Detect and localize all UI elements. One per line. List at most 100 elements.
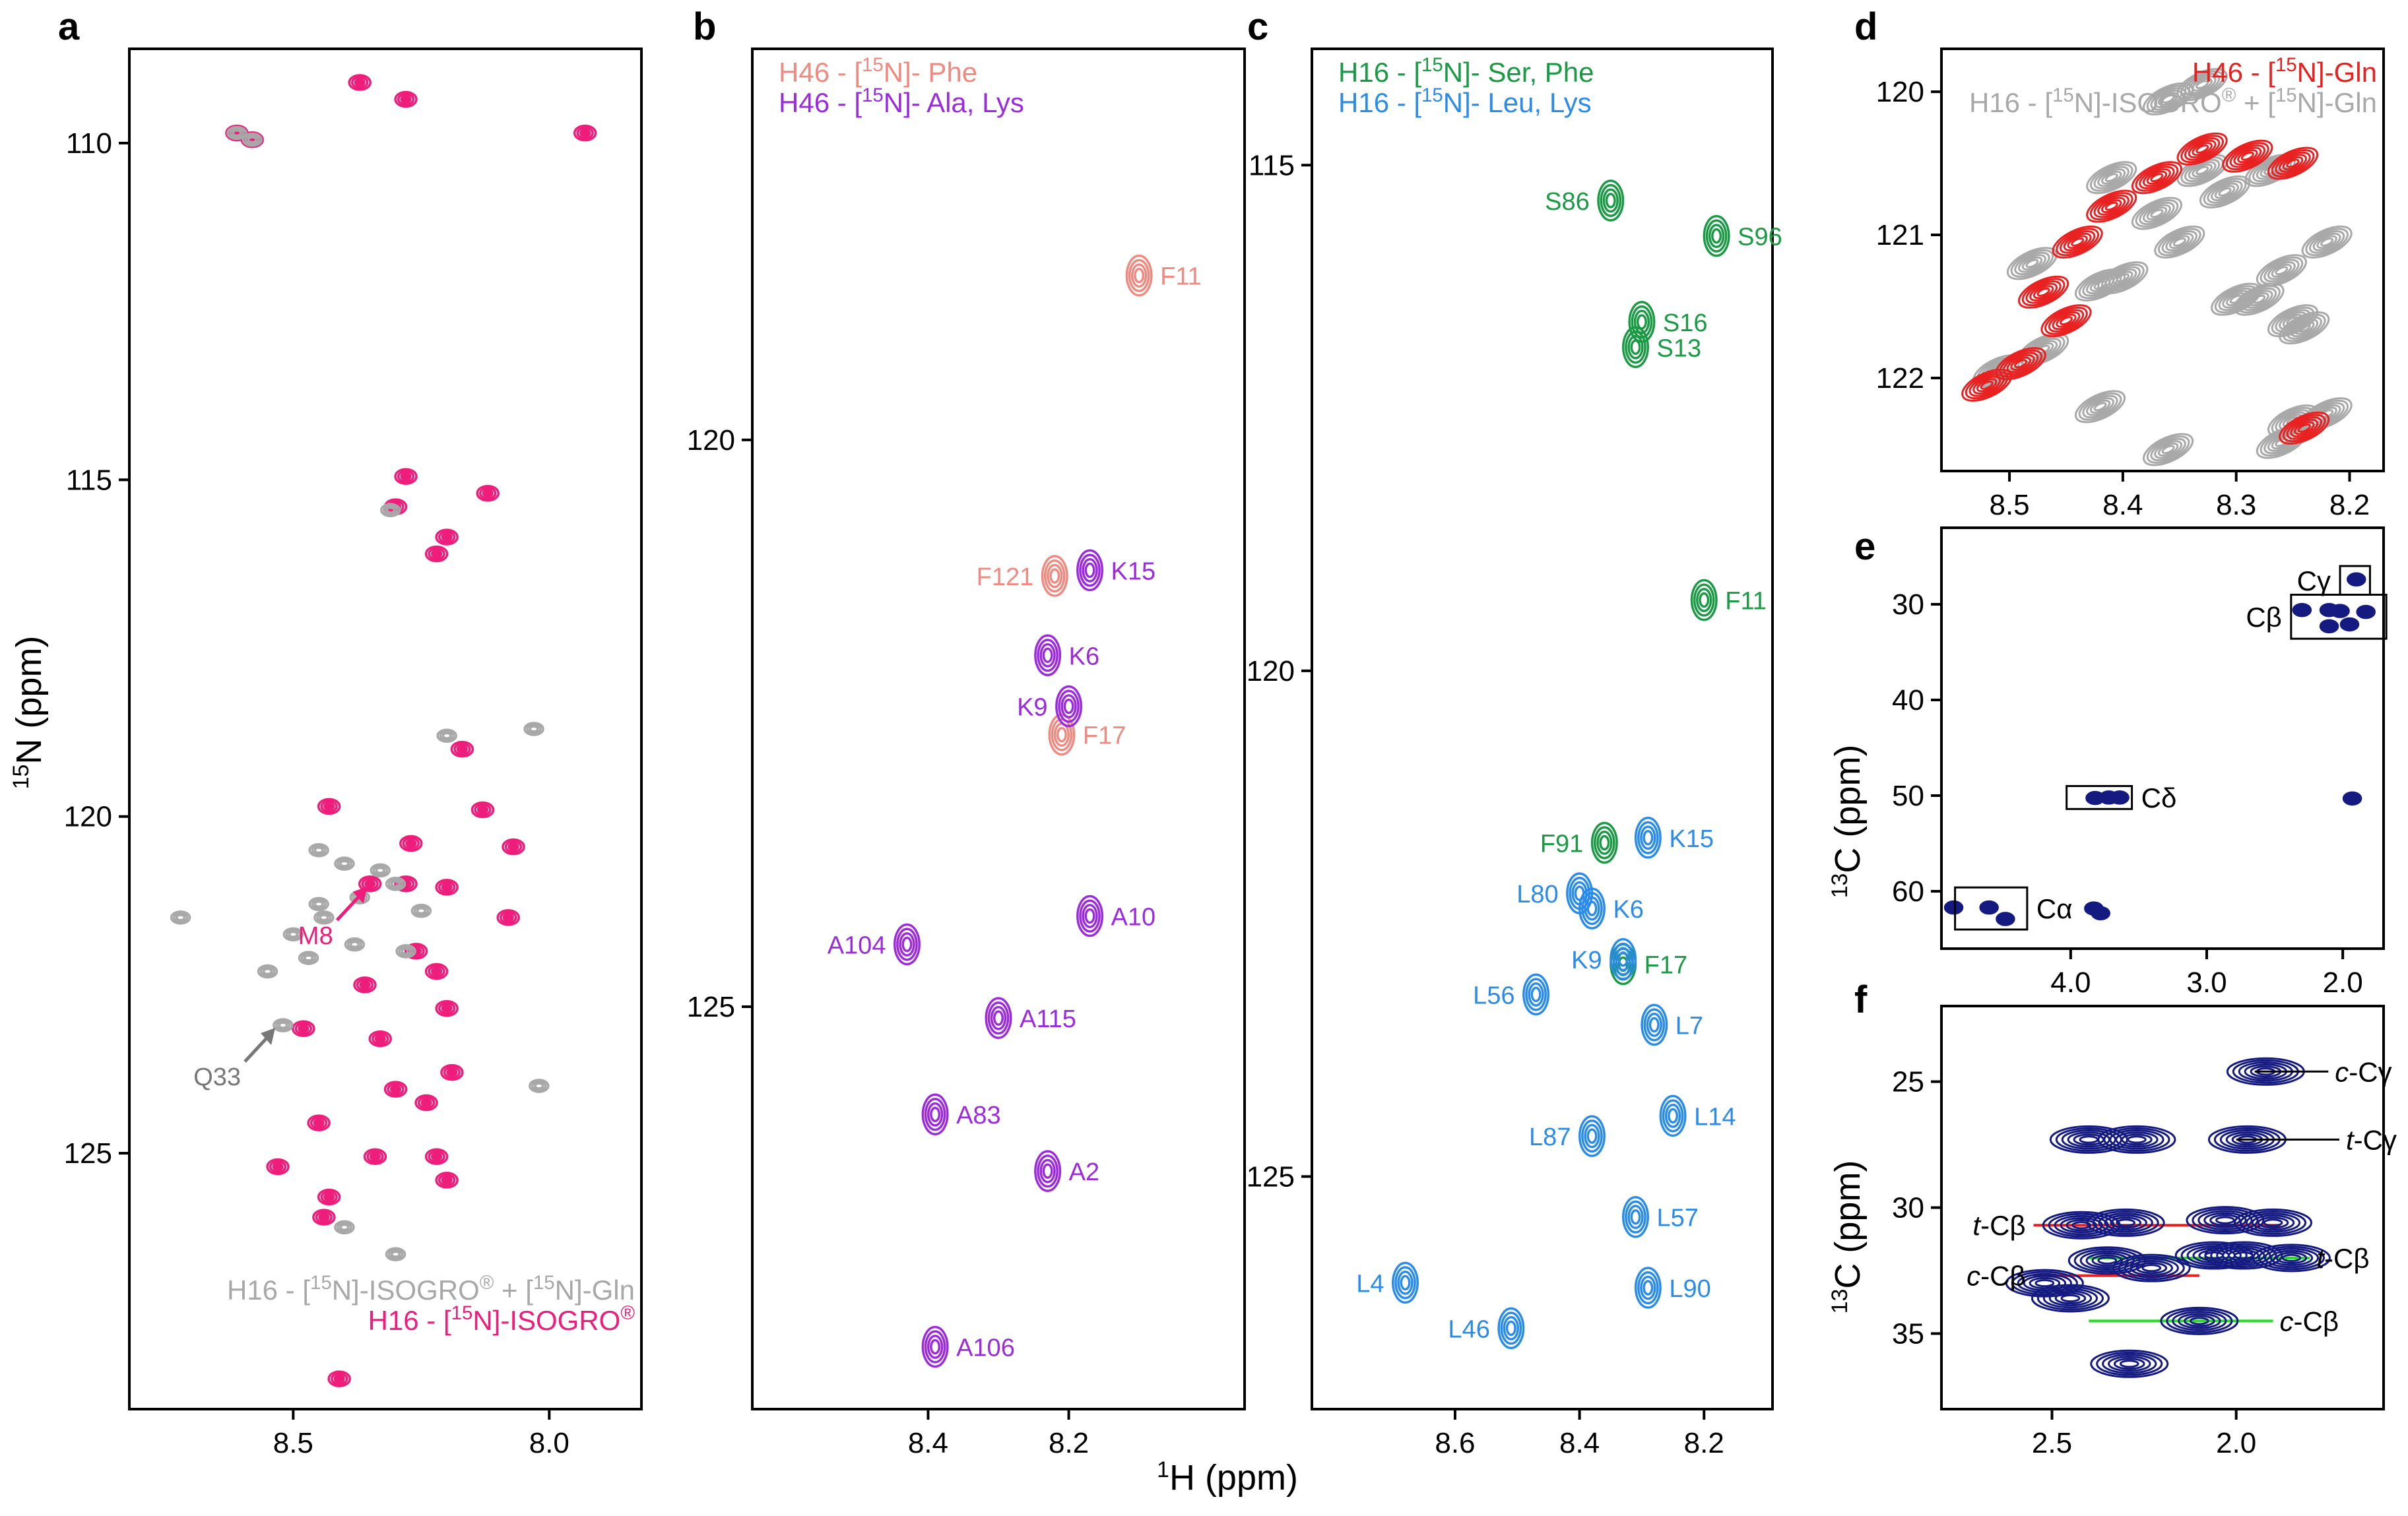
peak [1995,347,2046,381]
peak-contour [2063,232,2092,252]
peak-contour [394,468,418,485]
peak-contour [2245,1213,2301,1233]
peak-contour [1621,1195,1649,1238]
panel-c-xtick-label: 8.6 [1435,1427,1475,1459]
panel-b-xtick-label: 8.2 [1049,1427,1089,1459]
peak-contour [339,1223,350,1231]
peak-contour [2098,1213,2153,1233]
peak-label: L90 [1669,1275,1710,1303]
peak-contour [2010,356,2032,371]
peak-contour [2146,84,2190,113]
peak-contour [1634,817,1662,859]
peak-contour [450,740,474,758]
peak-label: L56 [1473,982,1514,1009]
peak-contour [2203,177,2247,206]
annotation-label: Q33 [193,1063,241,1091]
peak [394,468,418,485]
peak-contour [288,930,299,938]
peak-contour [317,1188,341,1206]
peak [1621,1195,1649,1238]
peak-contour [390,1250,401,1258]
panel-d-xtick-label: 8.3 [2216,489,2256,521]
peak-contour [2172,237,2186,247]
peak-label: K15 [1669,825,1714,853]
peak [292,1020,315,1038]
assignment-label: c-Cγ [2335,1056,2392,1087]
peak-contour [2184,137,2221,161]
peak-contour [1976,378,1998,393]
panel-a-ytick-label: 125 [64,1137,112,1170]
peak-label: F121 [977,563,1034,591]
peak-contour [438,1174,456,1187]
peak-contour [1612,942,1634,976]
peak-contour [416,907,427,915]
peak-contour [242,133,263,147]
panel-e-ytick-label: 50 [1892,780,1924,812]
peak-contour [2067,1131,2111,1148]
peak [242,133,263,147]
peak-contour [1400,1275,1411,1291]
peak-contour [1397,1270,1414,1295]
panel-letter-c: c [1247,5,1268,48]
peak-contour [2060,1216,2103,1234]
peak-contour [2104,173,2118,183]
peak [2234,1208,2312,1237]
peak-contour [308,897,329,912]
peak-contour [339,860,350,868]
peak [2339,617,2360,632]
peak-contour [436,728,457,743]
peak-contour [2251,1215,2295,1231]
peak-contour [2104,1215,2147,1231]
panel-a-ytick-label: 115 [66,464,112,496]
peak-contour [927,1335,944,1359]
peak-contour [2036,1286,2104,1311]
peak-contour [2093,166,2130,190]
panel-letter-b: b [693,5,716,48]
peak-contour [1625,331,1646,364]
peak-contour [2263,1218,2283,1227]
peak-contour [529,1079,550,1093]
peak [266,1158,290,1176]
peak-contour [471,801,495,819]
peak [424,1148,449,1165]
peak [1943,900,1964,915]
peak [523,722,544,736]
peak [317,1188,341,1206]
peak-contour [320,800,338,813]
peak-contour [1708,224,1725,249]
peak-contour [2222,1247,2265,1264]
panel-b-ytick-label: 120 [687,424,735,457]
peak-contour [2239,1210,2307,1235]
peak [1590,821,1618,864]
peak-contour [1039,1158,1056,1184]
panel-e-ytick-label: 60 [1892,875,1924,908]
peak-contour [482,489,494,498]
peak [2006,247,2058,280]
peak-contour [370,863,391,878]
peak-contour [424,1148,449,1165]
peak-contour [313,1118,325,1127]
assignment-label: t-Cγ [2346,1124,2397,1155]
peak-contour [1049,568,1060,584]
peak-contour [1640,825,1656,850]
peak [2040,304,2092,338]
peak-contour [2252,1244,2331,1273]
panel-d-ytick-label: 122 [1876,362,1924,395]
peak-contour [417,1096,436,1110]
peak-contour [1627,334,1644,360]
peak-contour [2089,399,2111,414]
peak-contour [2269,1249,2314,1267]
peak-contour [424,545,449,563]
peak-contour [476,484,500,502]
peak-contour [2286,416,2322,440]
peak-contour [1943,900,1964,915]
peak-label: F91 [1540,830,1583,858]
peak [424,963,449,980]
peak [2279,311,2330,345]
peak-contour [2029,282,2058,301]
peak-contour [1617,951,1629,967]
peak-contour [576,126,594,140]
peak-contour [334,856,355,871]
peak-contour [2178,1313,2221,1329]
peak [2086,1208,2165,1237]
